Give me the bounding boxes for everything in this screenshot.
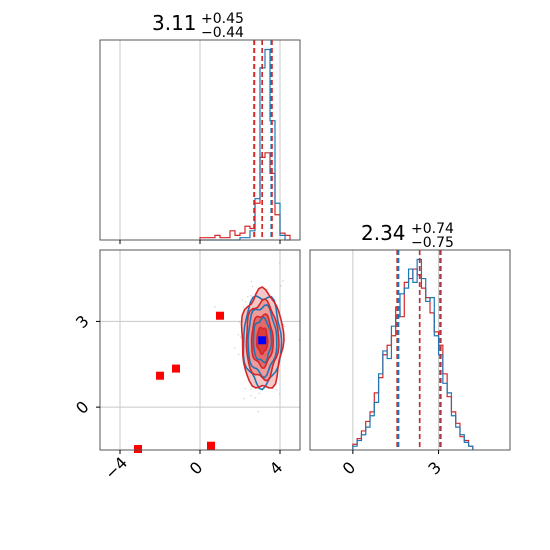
joint-sample-point: [257, 410, 260, 413]
joint-red-contour-0: [240, 286, 285, 389]
joint-sample-point: [275, 388, 277, 391]
joint-blue-contour-0: [252, 316, 273, 364]
joint-sample-point: [237, 353, 240, 356]
joint-sample-point: [243, 397, 245, 400]
right-title-minus: −0.75: [411, 235, 454, 251]
joint-ytick-label-0: 0: [72, 397, 93, 418]
joint-sample-point: [214, 306, 216, 308]
top-marginal-panel: [99, 39, 301, 244]
joint-sample-point: [245, 300, 247, 303]
right-xtick-label-0: 0: [339, 458, 360, 479]
joint-sample-point: [282, 280, 284, 282]
joint-sample-point: [242, 306, 245, 309]
joint-xtick-label-0: −4: [101, 453, 131, 483]
top-hist-series-0: [200, 48, 290, 241]
right-title: 2.34: [361, 221, 406, 245]
joint-sample-point: [280, 285, 282, 287]
joint-sample-point: [251, 285, 254, 288]
joint-sample-point: [266, 288, 269, 291]
joint-sample-point: [233, 347, 236, 349]
joint-sample-point: [244, 387, 247, 390]
joint-sample-point: [247, 295, 249, 298]
joint-ytick-label-1: 3: [72, 311, 93, 332]
top-title-minus: −0.44: [201, 25, 244, 41]
joint-sample-point: [238, 321, 241, 323]
joint-sample-point: [250, 295, 252, 297]
top-hist-series-1: [199, 152, 291, 240]
joint-sample-point: [250, 388, 252, 390]
top-title: 3.11: [152, 11, 197, 35]
joint-sample-point: [282, 323, 285, 326]
joint-sample-point: [239, 336, 242, 339]
joint-sample-point: [283, 325, 286, 328]
right-title-plus: +0.74: [411, 221, 454, 237]
right-hist-series-0: [352, 258, 474, 450]
joint-sample-point: [241, 299, 244, 301]
joint-red-marker-0: [156, 371, 164, 380]
joint-sample-point: [278, 262, 281, 264]
joint-blue-marker: [258, 336, 267, 345]
joint-red-marker-3: [207, 441, 215, 450]
joint-xtick-label-1: 0: [186, 458, 207, 479]
right-frame: [309, 249, 511, 451]
joint-scatter-panel: −4 0 4 0 3: [72, 249, 301, 483]
joint-sample-point: [250, 280, 253, 283]
joint-red-marker-4: [134, 445, 142, 453]
joint-red-marker-1: [172, 364, 180, 373]
joint-sample-point: [237, 333, 240, 336]
joint-xtick-label-2: 4: [266, 458, 287, 479]
joint-red-marker-2: [216, 311, 224, 320]
joint-blue-contour-1: [247, 303, 278, 379]
right-xtick-label-1: 3: [424, 458, 445, 479]
top-title-plus: +0.45: [201, 11, 244, 27]
joint-sample-point: [258, 392, 260, 395]
joint-sample-point: [254, 396, 257, 399]
joint-blue-contour-2: [242, 295, 283, 391]
joint-sample-point: [250, 394, 252, 397]
joint-red-contour-1: [245, 297, 280, 382]
joint-sample-point: [279, 393, 281, 395]
joint-red-contour-2: [250, 312, 275, 369]
right-hist-series-1: [352, 268, 474, 450]
joint-red-contour-3: [255, 326, 269, 356]
